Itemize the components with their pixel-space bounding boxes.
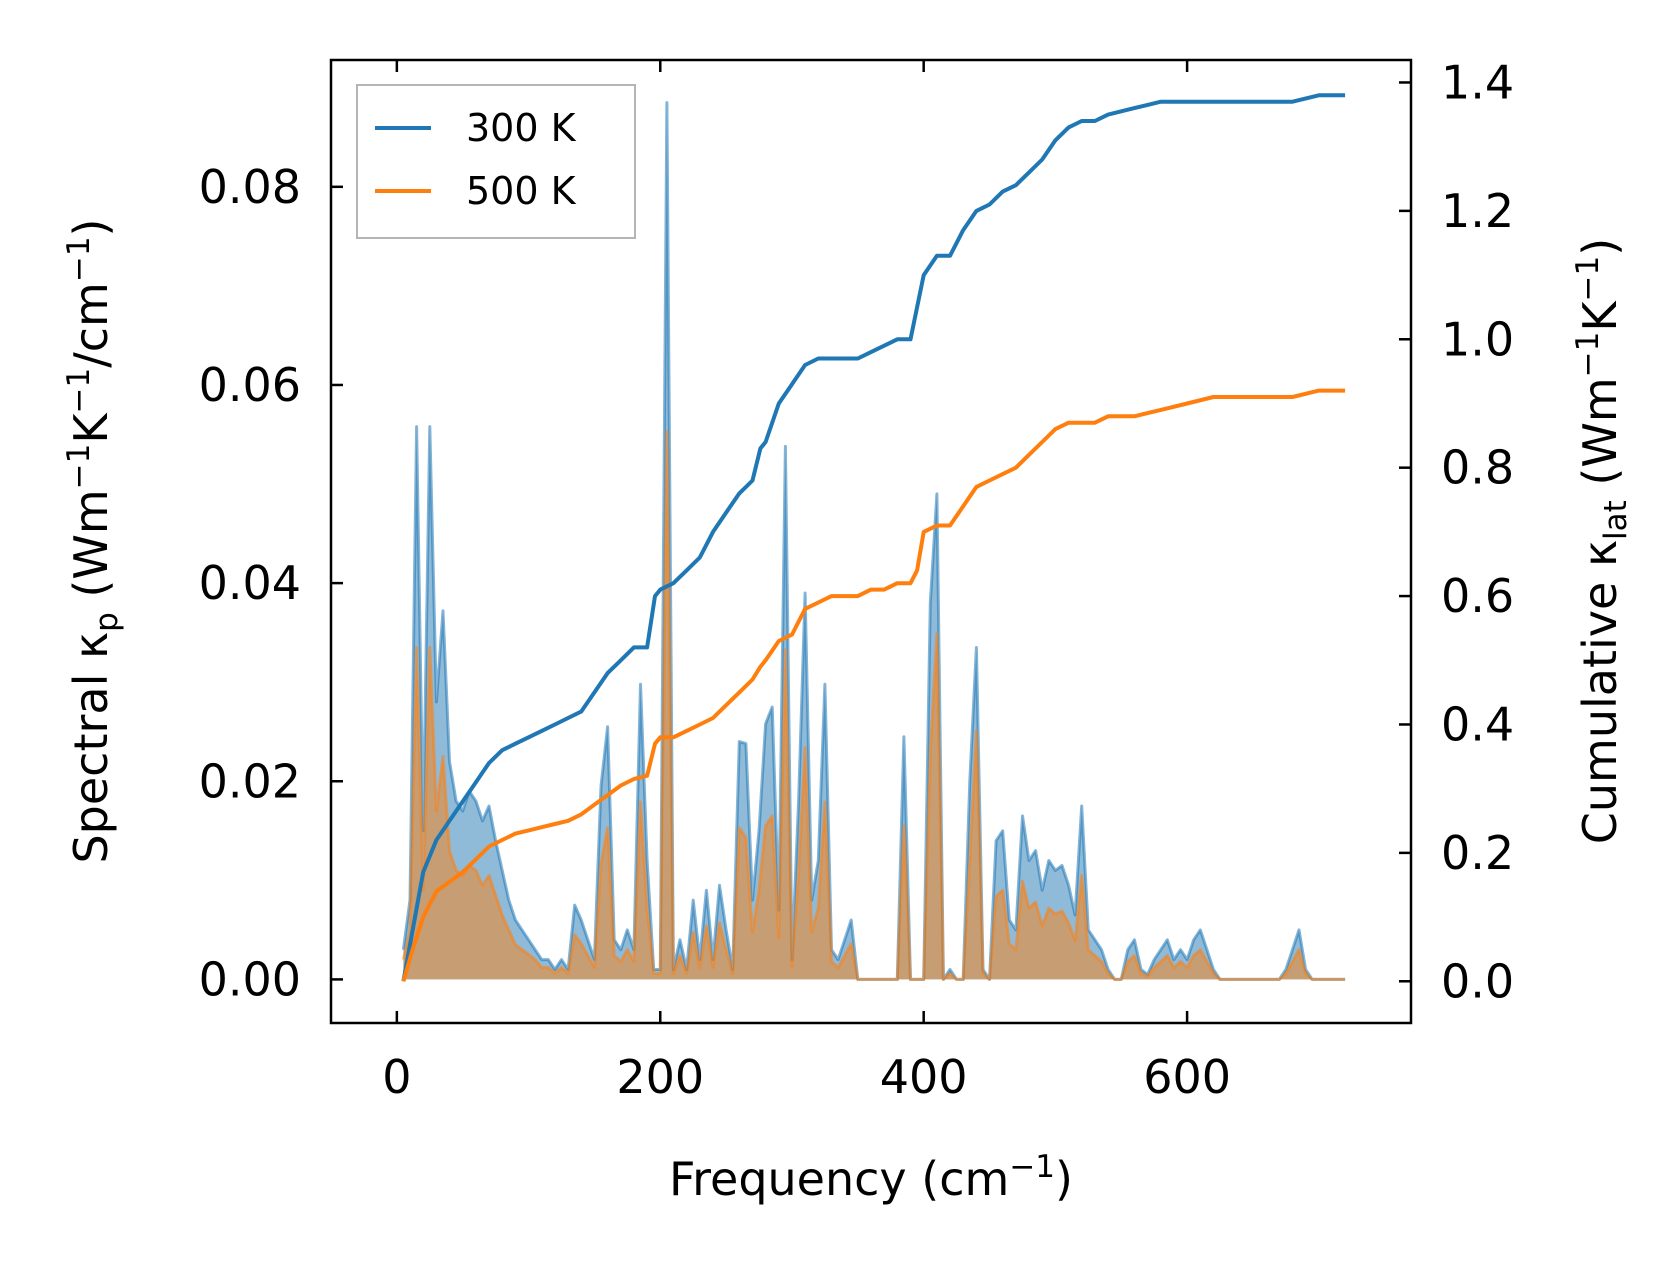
right-axis-title-sup: −1 xyxy=(1570,332,1606,378)
legend-box xyxy=(356,84,636,239)
right-axis-title-part: K xyxy=(1573,300,1627,332)
left-axis-title-part: Spectral κ xyxy=(64,632,118,864)
spectral-fill-500k xyxy=(403,431,1346,980)
x-axis-title-tail: ) xyxy=(1055,1152,1073,1206)
x-axis-title: Frequency (cm−1) xyxy=(669,1149,1073,1206)
right-axis-title-sub: lat xyxy=(1598,500,1634,540)
right-axis-title-part: Cumulative κ xyxy=(1573,540,1627,844)
right-tick-label: 0.8 xyxy=(1441,441,1514,495)
x-axis-title-main: Frequency (cm xyxy=(669,1152,1009,1206)
x-axis-ticks: 0 200 400 600 xyxy=(382,60,1231,1104)
left-axis-title-sup: −1 xyxy=(61,368,97,414)
right-tick-label: 0.0 xyxy=(1441,954,1514,1008)
spectral-line-500k xyxy=(401,430,1346,981)
right-axis-title-part: ) xyxy=(1573,238,1627,256)
right-tick-label: 0.4 xyxy=(1441,697,1514,751)
left-axis-ticks: 0.00 0.02 0.04 0.06 0.08 xyxy=(199,160,343,1006)
left-axis-title-part: /cm xyxy=(64,282,118,368)
cumulative-line-500k xyxy=(401,388,1346,982)
left-axis-title-part: (Wm xyxy=(64,489,118,612)
x-tick-label: 400 xyxy=(880,1050,968,1104)
right-tick-label: 1.0 xyxy=(1441,312,1514,366)
cumulative-line-300k xyxy=(401,93,1346,982)
right-axis-title-part: (Wm xyxy=(1573,377,1627,500)
legend: 300 K 500 K xyxy=(356,84,636,239)
x-tick-label: 200 xyxy=(616,1050,704,1104)
left-tick-label: 0.00 xyxy=(199,952,301,1006)
left-axis-title-part: K xyxy=(64,412,118,444)
right-axis-ticks: 0.0 0.2 0.4 0.6 0.8 1.0 1.2 1.4 xyxy=(1399,55,1514,1008)
right-tick-label: 1.2 xyxy=(1441,184,1514,238)
x-axis-title-sup: −1 xyxy=(1009,1149,1055,1185)
left-axis-title-sub: p xyxy=(89,612,125,632)
plot-frame xyxy=(329,58,1413,1025)
left-axis-title-part: ) xyxy=(64,218,118,236)
right-axis-title-sup: −1 xyxy=(1570,256,1606,302)
left-axis-title-sup: −1 xyxy=(61,236,97,282)
left-tick-label: 0.04 xyxy=(199,556,301,610)
left-axis-title-sup: −1 xyxy=(61,444,97,490)
left-tick-label: 0.08 xyxy=(199,160,301,214)
spectral-line-layer xyxy=(401,101,1346,981)
x-tick-label: 0 xyxy=(382,1050,411,1104)
right-tick-label: 0.6 xyxy=(1441,569,1514,623)
right-tick-label: 1.4 xyxy=(1441,55,1514,109)
left-tick-label: 0.06 xyxy=(199,358,301,412)
x-tick-label: 600 xyxy=(1143,1050,1231,1104)
legend-label-500k: 500 K xyxy=(466,169,577,213)
left-tick-label: 0.02 xyxy=(199,754,301,808)
left-axis-title: Spectral κp (Wm−1K−1/cm−1) xyxy=(61,218,125,863)
cumulative-line-layer xyxy=(401,93,1346,982)
right-axis-title: Cumulative κlat (Wm−1K−1) xyxy=(1570,238,1634,844)
legend-label-300k: 300 K xyxy=(466,106,577,150)
right-tick-label: 0.2 xyxy=(1441,826,1514,880)
